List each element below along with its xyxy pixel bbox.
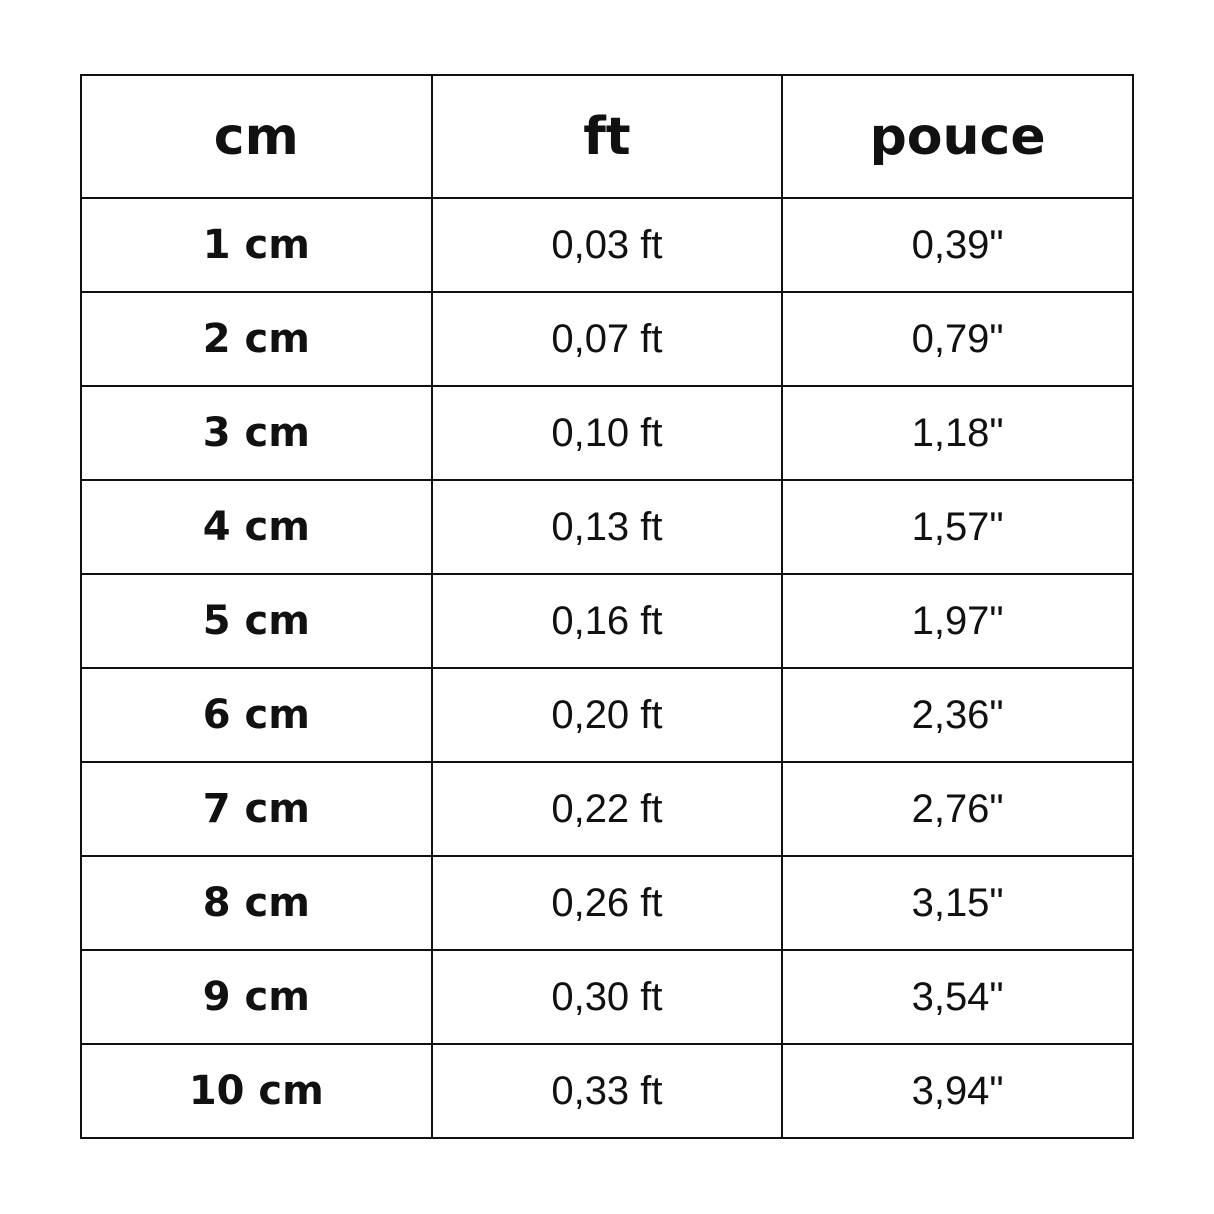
cell-cm: 7 cm: [80, 761, 433, 857]
cell-cm: 1 cm: [80, 197, 433, 293]
table-row: 10 cm 0,33 ft 3,94": [80, 1043, 1134, 1139]
cell-pouce: 3,54": [781, 949, 1134, 1045]
cell-pouce: 3,15": [781, 855, 1134, 951]
cell-cm: 6 cm: [80, 667, 433, 763]
cell-ft: 0,20 ft: [430, 667, 784, 763]
table-row: 4 cm 0,13 ft 1,57": [80, 479, 1134, 575]
table-row: 2 cm 0,07 ft 0,79": [80, 291, 1134, 387]
cell-cm: 9 cm: [80, 949, 433, 1045]
cell-ft: 0,30 ft: [430, 949, 784, 1045]
cell-ft: 0,22 ft: [430, 761, 784, 857]
cell-ft: 0,03 ft: [430, 197, 784, 293]
header-cm: cm: [80, 74, 433, 199]
cell-ft: 0,13 ft: [430, 479, 784, 575]
header-pouce: pouce: [781, 74, 1134, 199]
cell-cm: 3 cm: [80, 385, 433, 481]
cell-pouce: 0,79": [781, 291, 1134, 387]
cell-pouce: 1,97": [781, 573, 1134, 669]
cell-cm: 8 cm: [80, 855, 433, 951]
table-row: 8 cm 0,26 ft 3,15": [80, 855, 1134, 951]
cell-pouce: 0,39": [781, 197, 1134, 293]
cell-pouce: 3,94": [781, 1043, 1134, 1139]
cell-pouce: 1,57": [781, 479, 1134, 575]
cell-cm: 4 cm: [80, 479, 433, 575]
table-row: 5 cm 0,16 ft 1,97": [80, 573, 1134, 669]
header-ft: ft: [430, 74, 784, 199]
cell-pouce: 2,76": [781, 761, 1134, 857]
cell-ft: 0,33 ft: [430, 1043, 784, 1139]
table-row: 6 cm 0,20 ft 2,36": [80, 667, 1134, 763]
table-row: 9 cm 0,30 ft 3,54": [80, 949, 1134, 1045]
cell-ft: 0,07 ft: [430, 291, 784, 387]
cell-pouce: 1,18": [781, 385, 1134, 481]
cell-cm: 5 cm: [80, 573, 433, 669]
table-row: 3 cm 0,10 ft 1,18": [80, 385, 1134, 481]
cell-ft: 0,16 ft: [430, 573, 784, 669]
cell-pouce: 2,36": [781, 667, 1134, 763]
cell-ft: 0,10 ft: [430, 385, 784, 481]
cell-cm: 10 cm: [80, 1043, 433, 1139]
table-row: 1 cm 0,03 ft 0,39": [80, 197, 1134, 293]
cell-cm: 2 cm: [80, 291, 433, 387]
header-row: cm ft pouce: [80, 74, 1134, 199]
table-row: 7 cm 0,22 ft 2,76": [80, 761, 1134, 857]
conversion-table: cm ft pouce 1 cm 0,03 ft 0,39" 2 cm 0,07 ft 0…: [80, 74, 1134, 1139]
cell-ft: 0,26 ft: [430, 855, 784, 951]
